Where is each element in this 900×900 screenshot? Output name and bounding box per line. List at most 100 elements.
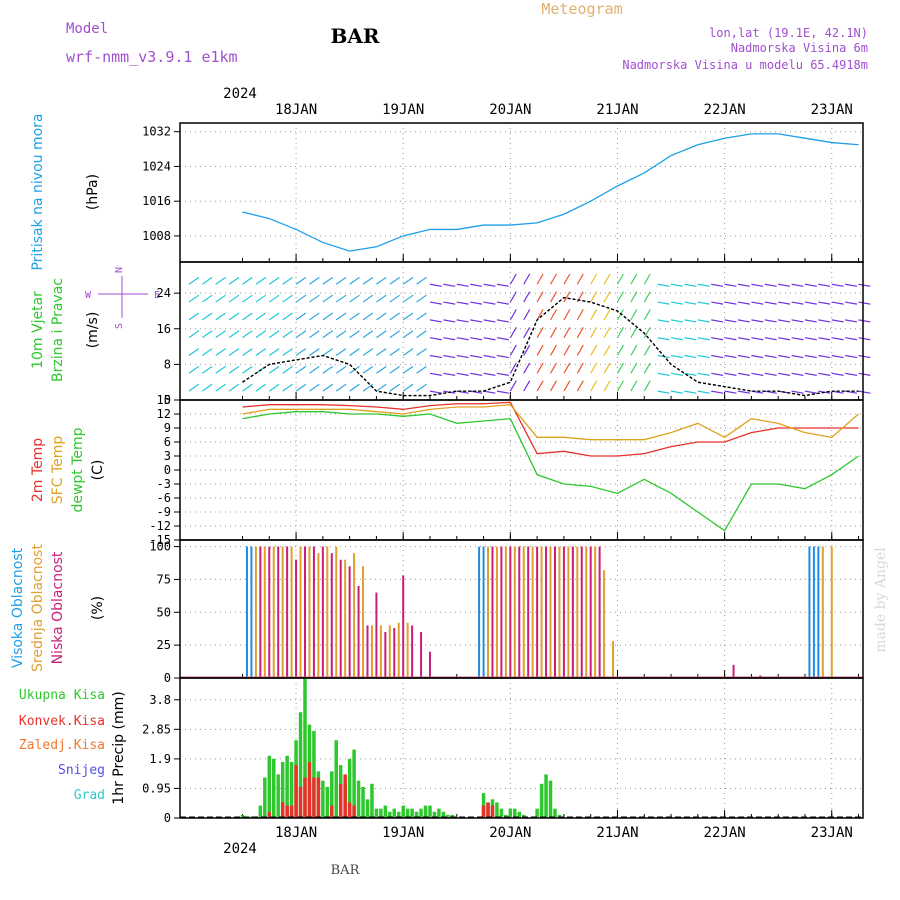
- y-tick-label: -15: [149, 533, 171, 547]
- wind-barb: [818, 372, 831, 376]
- wind-barb: [563, 309, 571, 321]
- wind-barb: [764, 283, 777, 287]
- wind-barb: [201, 294, 213, 303]
- y-tick-label: -9: [157, 505, 171, 519]
- y-tick-label: 1008: [142, 229, 171, 243]
- wind-barb: [563, 380, 571, 392]
- wind-barb: [563, 291, 571, 303]
- wind-barb: [483, 354, 496, 359]
- bar: [495, 546, 498, 678]
- day-label-top: 22JAN: [704, 102, 746, 118]
- panel-cloud: 0 25 50 75 100: [149, 539, 864, 685]
- bar: [432, 811, 437, 818]
- wind-barb: [255, 312, 267, 321]
- bar: [603, 570, 606, 678]
- pressure-label: Pritisak na nivou mora: [30, 113, 46, 270]
- wind-barb: [536, 362, 544, 374]
- wind-barb: [549, 380, 558, 392]
- panel-pressure: 1008 1016 1024 1032: [142, 122, 864, 263]
- bar: [518, 546, 521, 678]
- bar: [280, 802, 285, 818]
- wind-barb: [509, 326, 517, 338]
- bar: [370, 783, 374, 818]
- wind-barb: [697, 354, 710, 359]
- bar: [379, 808, 383, 818]
- wind-barb: [376, 294, 387, 303]
- wind-barb: [616, 380, 624, 392]
- wind-barb: [470, 354, 483, 359]
- wind-barb: [509, 380, 517, 392]
- wind-barb: [536, 291, 544, 303]
- bar: [352, 805, 356, 818]
- bar: [414, 811, 419, 818]
- bar: [375, 592, 378, 678]
- wind-barb: [764, 354, 777, 359]
- wind-barb: [670, 301, 683, 305]
- wind-barb: [845, 301, 858, 305]
- wind-barb: [684, 283, 697, 287]
- wind-barb: [309, 348, 320, 356]
- wind-barb: [536, 344, 544, 356]
- wind-barb: [751, 372, 764, 376]
- wind-barb: [549, 273, 558, 285]
- wind-barb: [389, 365, 400, 374]
- legend-snow: Snijeg: [58, 763, 105, 778]
- wind-barb: [724, 301, 737, 305]
- wind-barb: [697, 319, 710, 323]
- bar: [250, 546, 253, 678]
- wind-barb: [804, 301, 817, 305]
- wind-barb: [335, 330, 347, 339]
- bar: [535, 808, 539, 818]
- wind-barb: [496, 372, 509, 376]
- wind-barb: [349, 294, 360, 303]
- wind-barb: [563, 344, 571, 356]
- bar: [571, 546, 574, 678]
- wind-barb: [616, 344, 624, 356]
- wind-barb: [563, 362, 571, 374]
- y-tick-label: 15: [157, 393, 171, 407]
- wind-barb: [362, 294, 374, 303]
- bar: [420, 632, 423, 678]
- wind-barb: [643, 309, 651, 321]
- wind-barb: [576, 273, 584, 285]
- y-tick-label: 9: [164, 421, 171, 435]
- bar: [536, 546, 539, 678]
- precip-unit: 1hr Precip (mm): [111, 691, 127, 804]
- bar: [499, 808, 504, 818]
- wind-label-2: Brzina i Pravac: [50, 278, 66, 382]
- bar: [830, 546, 833, 678]
- bar: [308, 546, 311, 678]
- wind-label-1: 10m Vjetar: [30, 291, 46, 369]
- wind-barb: [242, 365, 253, 374]
- y-tick-label: 12: [157, 407, 171, 421]
- bar: [401, 805, 405, 818]
- series-line: [242, 296, 859, 397]
- bar: [289, 762, 294, 818]
- wind-barb: [737, 283, 750, 287]
- wind-barb: [228, 330, 240, 339]
- bar: [317, 553, 320, 678]
- wind-barb: [282, 348, 293, 356]
- wind-barb: [791, 301, 804, 305]
- bar: [298, 712, 303, 818]
- wind-barb: [576, 362, 584, 374]
- wind-barb: [295, 294, 307, 303]
- wind-barb: [309, 330, 320, 339]
- bar: [428, 651, 431, 678]
- bar: [263, 777, 267, 818]
- wind-barb: [737, 390, 750, 394]
- wind-barb: [215, 348, 226, 356]
- wind-barb: [416, 294, 427, 303]
- bar: [441, 811, 446, 818]
- mid-cloud-label: Srednja Oblacnost: [30, 544, 46, 672]
- wind-barb: [429, 354, 442, 359]
- wind-barb: [711, 390, 724, 394]
- wind-barb: [282, 276, 293, 285]
- wind-barb: [643, 380, 651, 392]
- bar: [486, 802, 490, 818]
- wind-barb: [309, 365, 320, 374]
- wind-barb: [603, 291, 611, 303]
- wind-barb: [858, 337, 871, 341]
- wind-barb: [255, 276, 267, 285]
- lonlat-label: lon,lat (19.1E, 42.1N): [709, 26, 868, 40]
